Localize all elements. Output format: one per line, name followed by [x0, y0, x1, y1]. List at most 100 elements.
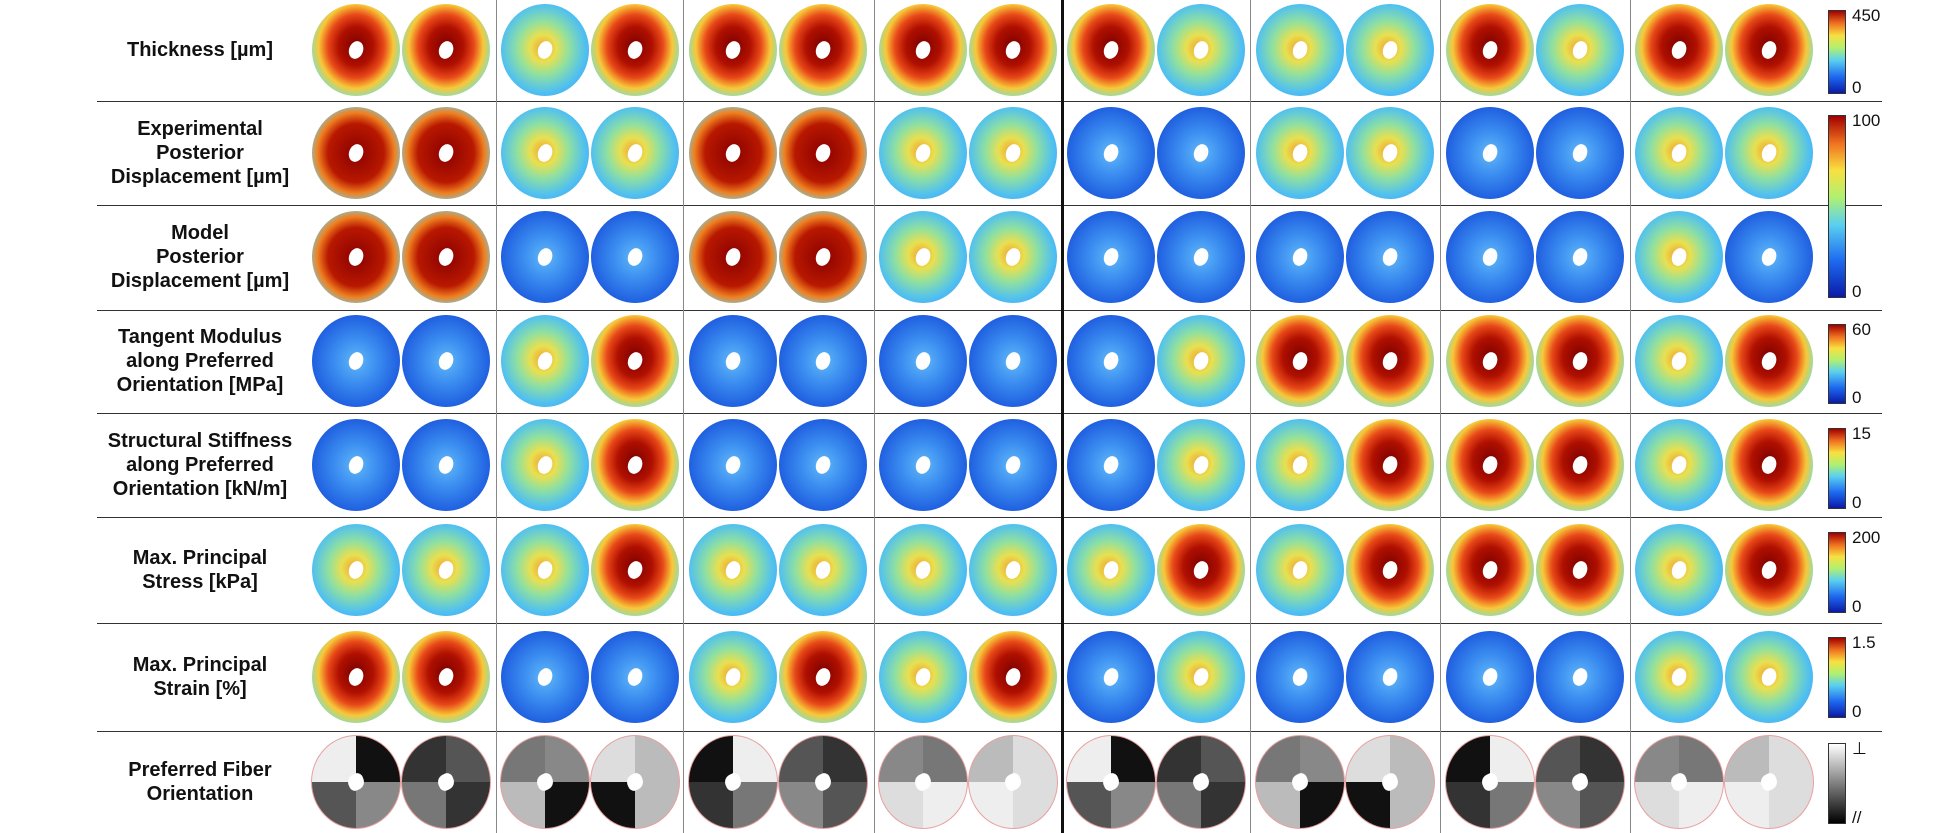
- colorbar-min: 0: [1852, 282, 1862, 301]
- disc-map: [1256, 631, 1344, 723]
- label-line: Posterior: [156, 142, 244, 164]
- disc-map: [969, 107, 1057, 199]
- disc-map: [689, 631, 777, 723]
- disc-map: [1256, 4, 1344, 96]
- fiber-disc: [1535, 735, 1625, 829]
- disc-map: [1067, 631, 1155, 723]
- colorbar: [1828, 637, 1846, 718]
- disc-map: [591, 419, 679, 511]
- disc-map: [501, 524, 589, 616]
- disc-map: [312, 315, 400, 407]
- colorbar-min: 0: [1852, 388, 1862, 407]
- disc-map: [1446, 211, 1534, 303]
- disc-map: [779, 524, 867, 616]
- fiber-disc: [590, 735, 680, 829]
- row-divider: [97, 310, 1882, 311]
- disc-map: [1635, 315, 1723, 407]
- disc-map: [312, 524, 400, 616]
- label-line: Preferred Fiber: [128, 759, 272, 781]
- disc-map: [591, 631, 679, 723]
- disc-map: [402, 419, 490, 511]
- disc-map: [689, 211, 777, 303]
- disc-map: [1536, 107, 1624, 199]
- disc-map: [1346, 419, 1434, 511]
- row-divider: [97, 517, 1882, 518]
- disc-map: [501, 211, 589, 303]
- disc-map: [969, 419, 1057, 511]
- disc-map: [689, 4, 777, 96]
- label-line: Strain [%]: [153, 678, 247, 700]
- colorbar-min: 0: [1852, 702, 1862, 721]
- label-line: along Preferred: [126, 350, 274, 372]
- disc-map: [1536, 419, 1624, 511]
- disc-map: [501, 4, 589, 96]
- colorbar-max: ⊥: [1852, 739, 1867, 758]
- colorbar-min: 0: [1852, 597, 1862, 616]
- disc-map: [1256, 419, 1344, 511]
- disc-map: [689, 419, 777, 511]
- disc-map: [1536, 4, 1624, 96]
- label-line: Max. Principal: [132, 654, 268, 676]
- label-line: Thickness [µm]: [126, 39, 273, 61]
- fiber-disc: [878, 735, 968, 829]
- fiber-disc: [500, 735, 590, 829]
- disc-map: [1346, 631, 1434, 723]
- column-divider: [1630, 0, 1631, 833]
- colorbar-min: 0: [1852, 493, 1862, 512]
- fiber-disc: [968, 735, 1058, 829]
- disc-map: [501, 631, 589, 723]
- disc-map: [1157, 211, 1245, 303]
- disc-map: [1446, 524, 1534, 616]
- disc-map: [779, 4, 867, 96]
- row-label: Structural Stiffness along Preferred Orien…: [60, 429, 340, 501]
- disc-map: [969, 315, 1057, 407]
- disc-map: [591, 315, 679, 407]
- disc-map: [312, 107, 400, 199]
- disc-map: [402, 315, 490, 407]
- disc-map: [402, 211, 490, 303]
- row-label: Model Posterior Displacement [µm]: [60, 221, 340, 293]
- disc-map: [312, 4, 400, 96]
- colorbar-min: 0: [1852, 78, 1862, 97]
- fiber-disc: [1255, 735, 1345, 829]
- fiber-disc: [311, 735, 401, 829]
- disc-map: [1067, 419, 1155, 511]
- disc-map: [312, 419, 400, 511]
- disc-map: [1536, 211, 1624, 303]
- disc-map: [1256, 211, 1344, 303]
- disc-map: [1157, 524, 1245, 616]
- colorbar-max: 200: [1852, 528, 1881, 547]
- disc-map: [1536, 315, 1624, 407]
- disc-map: [1067, 107, 1155, 199]
- disc-map: [1536, 631, 1624, 723]
- label-line: Displacement [µm]: [110, 270, 290, 292]
- disc-map: [779, 107, 867, 199]
- disc-map: [689, 524, 777, 616]
- disc-map: [591, 211, 679, 303]
- colorbar-min: //: [1852, 808, 1862, 827]
- label-line: Orientation [MPa]: [116, 374, 284, 396]
- colorbar-max: 100: [1852, 111, 1881, 130]
- fiber-disc: [1634, 735, 1724, 829]
- colorbar: [1828, 324, 1846, 404]
- colorbar-max: 15: [1852, 424, 1871, 443]
- disc-map: [879, 315, 967, 407]
- disc-map: [501, 107, 589, 199]
- disc-map: [1256, 524, 1344, 616]
- disc-map: [969, 524, 1057, 616]
- fiber-disc: [1066, 735, 1156, 829]
- disc-map: [879, 107, 967, 199]
- fiber-disc: [1724, 735, 1814, 829]
- disc-map: [779, 315, 867, 407]
- label-line: Model: [171, 222, 229, 244]
- disc-map: [1725, 419, 1813, 511]
- disc-map: [1635, 631, 1723, 723]
- row-label: Max. Principal Stress [kPa]: [60, 546, 340, 594]
- disc-map: [1725, 107, 1813, 199]
- disc-map: [1067, 4, 1155, 96]
- fiber-disc: [401, 735, 491, 829]
- fiber-disc: [778, 735, 868, 829]
- colorbar-max: 1.5: [1852, 633, 1876, 652]
- colorbar: [1828, 743, 1846, 824]
- column-divider: [1250, 0, 1251, 833]
